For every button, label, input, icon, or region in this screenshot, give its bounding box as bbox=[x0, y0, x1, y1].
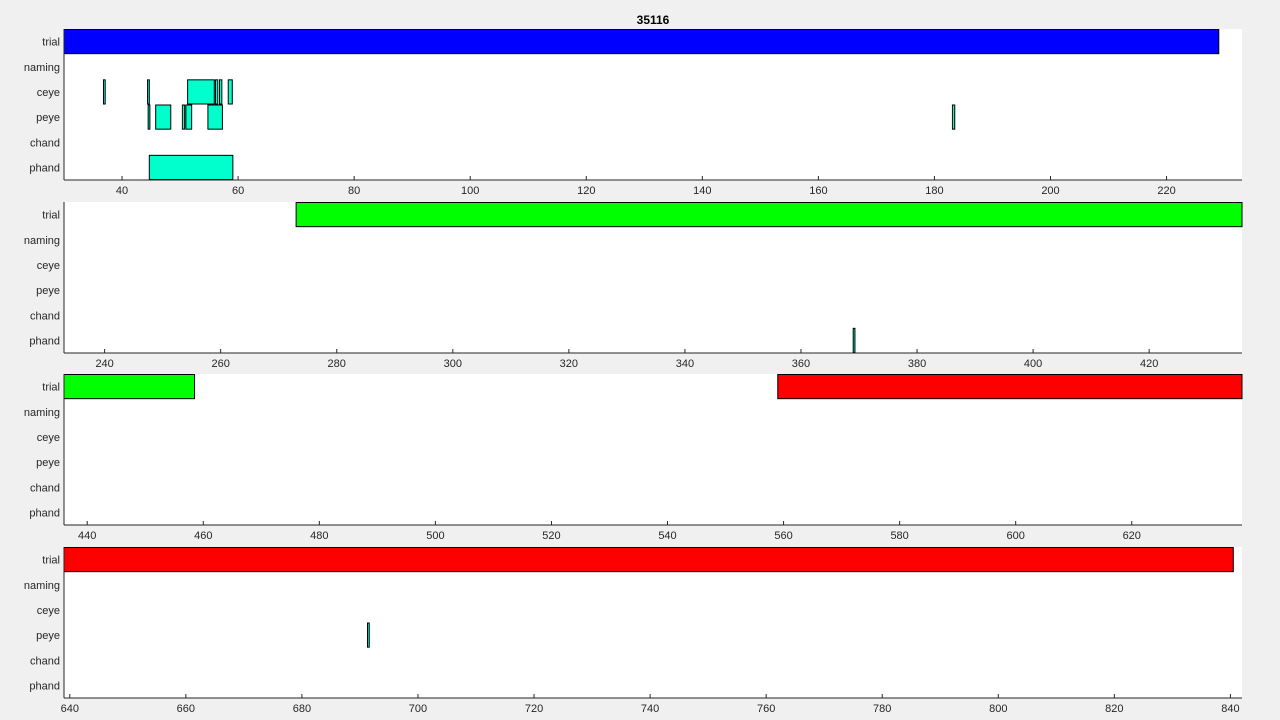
x-tick-label: 840 bbox=[1221, 703, 1239, 715]
x-tick-label: 280 bbox=[328, 358, 346, 370]
row-label-chand: chand bbox=[30, 310, 60, 322]
row-label-chand: chand bbox=[30, 482, 60, 494]
row-label-naming: naming bbox=[24, 235, 60, 247]
x-tick-label: 380 bbox=[908, 358, 926, 370]
x-tick-label: 80 bbox=[348, 185, 360, 197]
chart-title: 35116 bbox=[637, 13, 670, 27]
event-bar-peye bbox=[147, 104, 151, 130]
event-bar-ceye bbox=[187, 79, 215, 105]
row-label-ceye: ceye bbox=[37, 260, 60, 272]
row-label-chand: chand bbox=[30, 655, 60, 667]
row-label-trial: trial bbox=[42, 37, 60, 49]
x-tick-label: 120 bbox=[577, 185, 595, 197]
event-bar-ceye bbox=[227, 79, 233, 105]
x-tick-label: 200 bbox=[1041, 185, 1059, 197]
event-bar-peye bbox=[207, 104, 223, 130]
event-bar-phand bbox=[852, 327, 856, 354]
row-label-peye: peye bbox=[36, 112, 60, 124]
event-bar-trial bbox=[777, 374, 1243, 400]
plot-area bbox=[64, 29, 1242, 180]
row-label-ceye: ceye bbox=[37, 432, 60, 444]
event-bar-peye bbox=[155, 104, 172, 130]
row-label-ceye: ceye bbox=[37, 605, 60, 617]
x-tick-label: 100 bbox=[461, 185, 479, 197]
x-tick-label: 700 bbox=[409, 703, 427, 715]
x-tick-label: 640 bbox=[61, 703, 79, 715]
x-tick-label: 320 bbox=[560, 358, 578, 370]
event-bar-trial bbox=[63, 547, 1234, 573]
event-bar-peye bbox=[951, 104, 956, 130]
x-tick-label: 520 bbox=[542, 530, 560, 542]
row-label-phand: phand bbox=[29, 680, 60, 692]
event-bar-peye bbox=[185, 104, 193, 130]
row-label-phand: phand bbox=[29, 335, 60, 347]
x-tick-label: 260 bbox=[212, 358, 230, 370]
row-label-naming: naming bbox=[24, 62, 60, 74]
row-label-phand: phand bbox=[29, 507, 60, 519]
row-label-naming: naming bbox=[24, 580, 60, 592]
x-tick-label: 680 bbox=[293, 703, 311, 715]
event-bar-phand bbox=[148, 154, 234, 180]
panel-3: trial naming ceye peye chand phand 440 460 480 50… bbox=[24, 374, 1243, 542]
x-tick-label: 560 bbox=[774, 530, 792, 542]
x-tick-label: 140 bbox=[693, 185, 711, 197]
x-tick-label: 220 bbox=[1157, 185, 1175, 197]
row-label-peye: peye bbox=[36, 457, 60, 469]
plot-area bbox=[64, 202, 1242, 353]
plot-area bbox=[64, 547, 1242, 698]
event-bar-ceye bbox=[147, 79, 150, 105]
event-bar-ceye bbox=[102, 79, 106, 105]
row-label-trial: trial bbox=[42, 210, 60, 222]
x-tick-label: 60 bbox=[232, 185, 244, 197]
x-tick-label: 340 bbox=[676, 358, 694, 370]
event-bar-peye bbox=[181, 104, 186, 130]
panel-1: trial naming ceye peye chand phand 40 60 80 100 12… bbox=[24, 29, 1242, 197]
row-label-ceye: ceye bbox=[37, 87, 60, 99]
x-tick-label: 780 bbox=[873, 703, 891, 715]
x-tick-label: 660 bbox=[177, 703, 195, 715]
event-bar-ceye bbox=[219, 79, 223, 105]
x-tick-label: 160 bbox=[809, 185, 827, 197]
x-tick-label: 420 bbox=[1140, 358, 1158, 370]
x-tick-label: 740 bbox=[641, 703, 659, 715]
event-bar-ceye bbox=[214, 79, 219, 105]
event-bar-trial bbox=[295, 202, 1243, 228]
x-tick-label: 40 bbox=[116, 185, 128, 197]
x-tick-label: 540 bbox=[658, 530, 676, 542]
x-tick-label: 760 bbox=[757, 703, 775, 715]
x-tick-label: 800 bbox=[989, 703, 1007, 715]
x-tick-label: 360 bbox=[792, 358, 810, 370]
x-tick-label: 500 bbox=[426, 530, 444, 542]
event-bar-trial bbox=[63, 29, 1220, 55]
row-label-naming: naming bbox=[24, 407, 60, 419]
event-bar-peye bbox=[366, 622, 370, 648]
x-tick-label: 460 bbox=[194, 530, 212, 542]
x-tick-label: 180 bbox=[925, 185, 943, 197]
x-tick-label: 820 bbox=[1105, 703, 1123, 715]
panel-2: trial naming ceye peye chand phand 240 260 280 30… bbox=[24, 202, 1243, 370]
x-tick-label: 240 bbox=[95, 358, 113, 370]
x-tick-label: 300 bbox=[444, 358, 462, 370]
x-tick-label: 620 bbox=[1123, 530, 1141, 542]
x-tick-label: 720 bbox=[525, 703, 543, 715]
x-tick-label: 400 bbox=[1024, 358, 1042, 370]
row-label-chand: chand bbox=[30, 137, 60, 149]
row-label-peye: peye bbox=[36, 285, 60, 297]
row-label-phand: phand bbox=[29, 162, 60, 174]
x-tick-label: 600 bbox=[1007, 530, 1025, 542]
x-tick-label: 580 bbox=[890, 530, 908, 542]
row-label-trial: trial bbox=[42, 555, 60, 567]
event-bar-trial bbox=[63, 374, 196, 400]
panels: trial naming ceye peye chand phand 40 60 80 100 12… bbox=[24, 29, 1243, 715]
x-tick-label: 440 bbox=[78, 530, 96, 542]
row-label-trial: trial bbox=[42, 382, 60, 394]
x-tick-label: 480 bbox=[310, 530, 328, 542]
row-label-peye: peye bbox=[36, 630, 60, 642]
